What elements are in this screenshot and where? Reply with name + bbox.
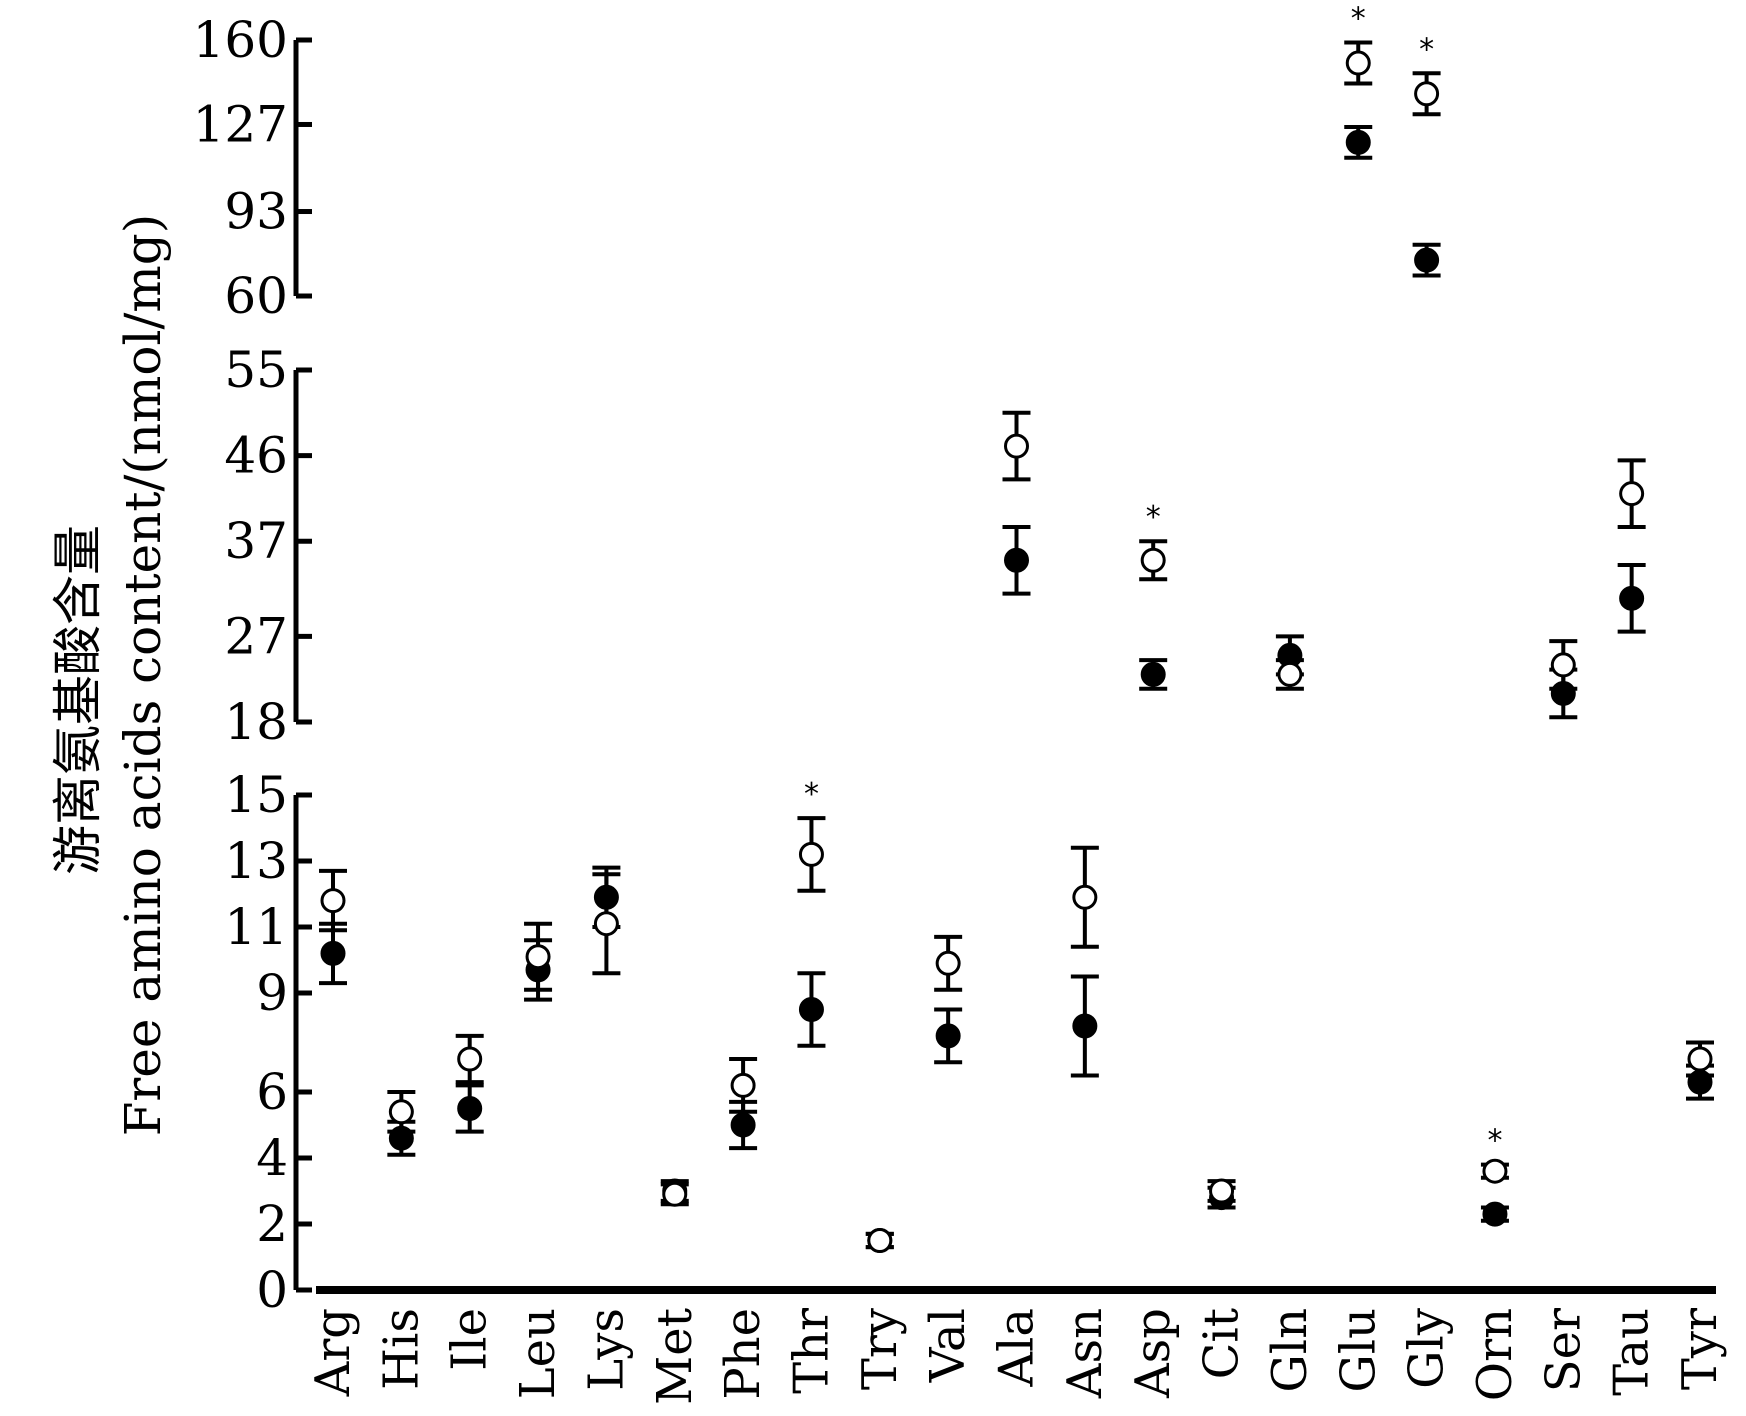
data-point-open [1004,433,1029,459]
y-tick-label: 15 [224,766,288,824]
data-point-open [1277,661,1303,687]
y-tick-label: 13 [224,832,288,890]
x-tick-label: Arg [305,1308,361,1397]
data-point-filled [1140,661,1166,687]
y-tick-label: 4 [256,1129,288,1187]
x-tick-label: Ser [1535,1308,1591,1392]
data-point-open [525,944,551,970]
significance-marker: * [1487,1124,1502,1159]
x-tick-label: Glu [1330,1308,1386,1393]
data-point-open [662,1181,688,1207]
data-point-filled [1072,1013,1098,1039]
data-point-filled [1482,1201,1508,1227]
y-tick-label: 6 [256,1063,288,1121]
y-tick-label: 46 [224,427,288,485]
data-point-open [798,841,824,867]
data-point-open [1414,81,1440,107]
x-tick-label: His [373,1308,429,1390]
x-tick-label: Lys [578,1308,634,1391]
x-tick-label: Asp [1125,1308,1181,1399]
data-point-filled [1345,129,1371,155]
y-tick-label: 11 [224,898,288,956]
data-point-open [1209,1178,1235,1204]
x-tick-label: Thr [783,1308,839,1394]
y-tick-label: 37 [224,512,288,570]
x-tick-label: Ala [989,1308,1045,1388]
x-tick-label: Gly [1399,1308,1455,1389]
significance-marker: * [1351,2,1366,37]
x-tick-label: Ile [442,1308,498,1371]
data-point-filled [1004,547,1029,573]
data-point-open [320,888,346,914]
data-point-open [1482,1158,1508,1184]
x-tick-label: Met [647,1308,703,1405]
data-point-filled [935,1023,961,1049]
x-tick-label: Cit [1194,1308,1250,1379]
y-tick-label: 18 [224,693,288,751]
y-axis-title-cn: 游离氨基酸含量 [49,525,107,875]
y-tick-label: 2 [256,1195,288,1253]
data-point-open [1345,50,1371,76]
x-tick-label: Tyr [1672,1308,1728,1390]
y-tick-label: 60 [224,267,288,325]
x-tick-label: Val [920,1308,976,1383]
data-point-open [388,1099,414,1125]
data-point-open [1140,547,1166,573]
data-point-open [867,1228,893,1253]
y-tick-label: 160 [193,11,288,69]
data-point-open [457,1046,483,1072]
data-marks: * * * * * [319,2,1714,1253]
data-point-open [1619,481,1645,507]
x-tick-label: Tau [1604,1308,1660,1396]
y-tick-label: 9 [256,964,288,1022]
significance-marker: * [1419,32,1434,67]
data-point-filled [1619,585,1645,611]
y-tick-label: 27 [224,607,288,665]
significance-marker: * [1146,500,1161,535]
x-tick-label: Orn [1467,1308,1523,1401]
data-point-filled [320,940,346,966]
labels: 游离氨基酸含量 Free amino acids content/(nmol/m… [49,214,172,1137]
x-tick-label: Phe [715,1308,771,1400]
x-tick-label: Try [852,1308,908,1390]
x-tick-label: Leu [510,1308,566,1399]
y-tick-label: 55 [224,341,288,399]
data-point-open [1550,652,1576,678]
data-point-open [593,911,619,937]
data-point-open [730,1072,756,1098]
y-axis-title-en: Free amino acids content/(nmol/mg) [114,214,172,1137]
data-point-open [1072,884,1098,910]
y-tick-label: 93 [224,183,288,241]
data-point-open [935,950,961,976]
x-tick-label: Asn [1057,1308,1113,1399]
data-point-filled [457,1096,483,1121]
y-tick-label: 127 [193,95,288,153]
data-point-filled [730,1112,756,1138]
y-tick-label: 0 [256,1261,288,1319]
data-point-filled [1414,247,1440,273]
x-tick-label: Gln [1262,1308,1318,1393]
significance-marker: * [804,777,819,812]
data-point-open [1687,1046,1713,1072]
data-point-filled [798,997,824,1022]
